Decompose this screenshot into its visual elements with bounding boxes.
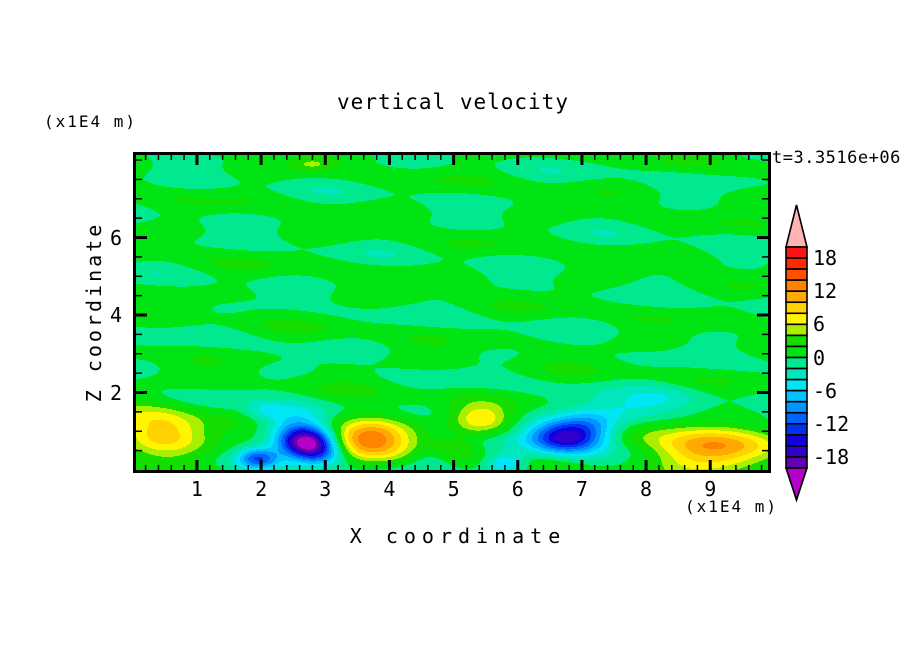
y-tick-label: 2 <box>109 380 122 405</box>
plot-area-frame <box>133 152 771 473</box>
x-axis-title: X coordinate <box>349 524 567 548</box>
x-tick-label: 1 <box>190 477 203 501</box>
colorbar-label: 6 <box>813 312 826 337</box>
x-tick-label: 2 <box>255 477 268 501</box>
colorbar-label: -18 <box>813 444 850 469</box>
x-axis-unit-label: (x1E4 m) <box>684 497 778 516</box>
colorbar-label: 18 <box>813 246 838 271</box>
y-tick-label: 6 <box>109 225 122 250</box>
colorbar <box>783 203 823 509</box>
contour-plot <box>136 155 768 470</box>
y-tick-label: 4 <box>109 303 122 328</box>
x-tick-label: 3 <box>319 477 332 501</box>
x-tick-label: 8 <box>640 477 653 501</box>
y-axis-unit-label: (x1E4 m) <box>44 112 138 131</box>
plot-title: vertical velocity <box>337 90 569 114</box>
x-tick-label: 5 <box>447 477 460 501</box>
x-tick-label: 9 <box>704 477 717 501</box>
colorbar-label: -6 <box>813 378 838 403</box>
colorbar-label: -12 <box>813 411 850 436</box>
time-stamp-label: t=3.3516e+06 <box>772 148 901 168</box>
x-tick-label: 6 <box>511 477 524 501</box>
colorbar-label: 0 <box>813 345 826 370</box>
x-tick-label: 7 <box>575 477 588 501</box>
x-tick-label: 4 <box>383 477 396 501</box>
colorbar-ramp <box>784 204 809 503</box>
colorbar-label: 12 <box>813 279 838 304</box>
